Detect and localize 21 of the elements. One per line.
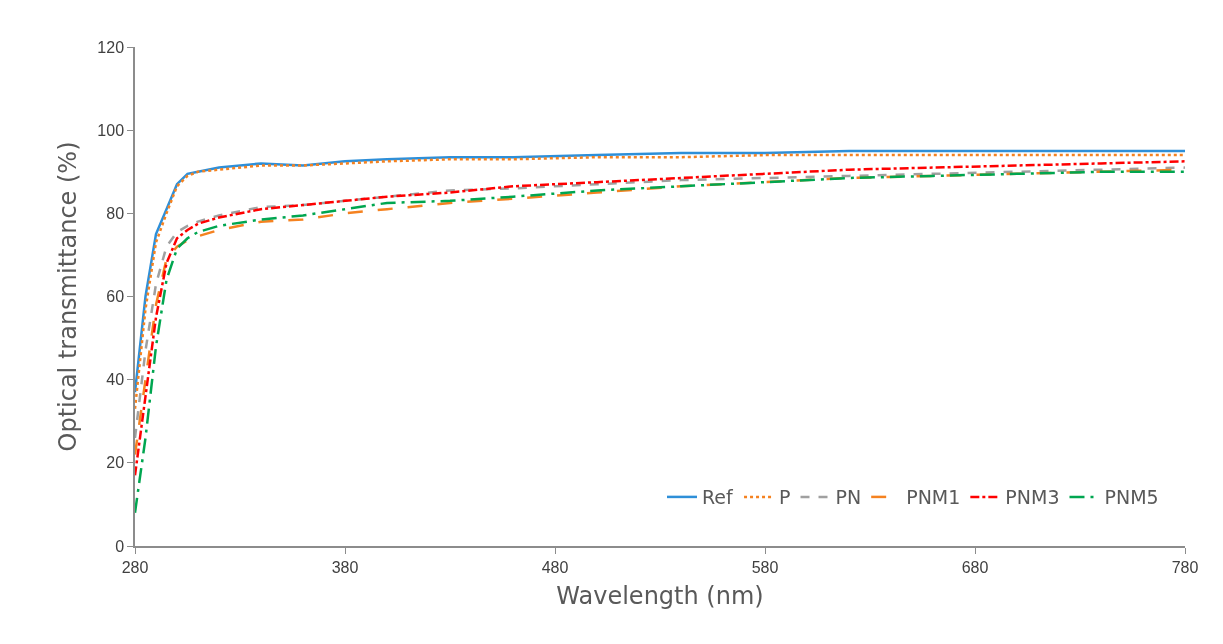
- y-tick-label: 100: [97, 121, 125, 139]
- x-tick-label: 480: [541, 558, 569, 576]
- x-tick-label: 380: [331, 558, 359, 576]
- legend-label: Ref: [702, 486, 735, 509]
- x-tick-label: 580: [751, 558, 779, 576]
- y-axis-title: Optical transmittance (%): [53, 141, 82, 452]
- y-tick-label: 20: [106, 454, 125, 472]
- y-tick-label: 120: [97, 38, 125, 56]
- y-tick-label: 80: [106, 204, 125, 222]
- y-tick-label: 0: [115, 537, 125, 555]
- legend-label: PN: [835, 486, 862, 509]
- y-tick-label: 40: [106, 371, 125, 389]
- x-tick-label: 780: [1171, 558, 1199, 576]
- legend-label: P: [779, 486, 791, 509]
- legend-label: PNM3: [1005, 486, 1060, 509]
- x-tick-label: 280: [121, 558, 149, 576]
- x-tick-label: 680: [961, 558, 989, 576]
- y-tick-label: 60: [106, 288, 125, 306]
- legend-label: PNM1: [906, 486, 961, 509]
- x-axis-title: Wavelength (nm): [556, 581, 764, 610]
- legend-label: PNM5: [1104, 486, 1159, 509]
